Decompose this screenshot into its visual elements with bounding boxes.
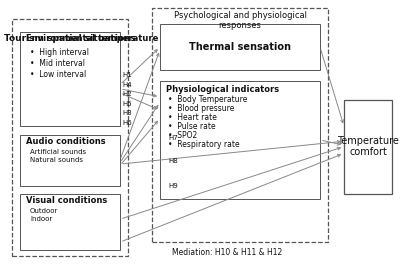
Text: Indoor: Indoor — [30, 216, 52, 222]
Text: •  Body Temperature: • Body Temperature — [168, 95, 247, 104]
Text: Audio conditions: Audio conditions — [26, 137, 106, 146]
Text: Thermal sensation: Thermal sensation — [189, 42, 291, 52]
Text: Tourism spatial situations: Tourism spatial situations — [4, 34, 136, 43]
Text: H8: H8 — [168, 158, 178, 164]
Text: H5: H5 — [122, 101, 132, 107]
Text: •  Pulse rate: • Pulse rate — [168, 122, 216, 131]
Text: H2: H2 — [122, 91, 132, 97]
Text: Environmental temperature: Environmental temperature — [26, 34, 158, 43]
Text: Physiological indicators: Physiological indicators — [166, 85, 279, 94]
Text: •  Respiratory rate: • Respiratory rate — [168, 140, 240, 149]
FancyBboxPatch shape — [160, 24, 320, 70]
FancyBboxPatch shape — [160, 81, 320, 199]
FancyBboxPatch shape — [12, 19, 128, 256]
FancyBboxPatch shape — [20, 32, 120, 126]
Text: H9: H9 — [168, 183, 178, 189]
Text: H6: H6 — [122, 120, 132, 126]
Text: •  Mid interval: • Mid interval — [30, 59, 85, 68]
Text: Psychological and physiological
responses: Psychological and physiological response… — [174, 11, 306, 30]
FancyBboxPatch shape — [152, 8, 328, 242]
Text: •  Blood pressure: • Blood pressure — [168, 104, 234, 113]
FancyBboxPatch shape — [20, 194, 120, 250]
Text: Artificial sounds: Artificial sounds — [30, 149, 86, 155]
Text: H4: H4 — [122, 82, 132, 88]
Text: Visual conditions: Visual conditions — [26, 196, 107, 205]
Text: •  High interval: • High interval — [30, 48, 89, 57]
Text: •  Low interval: • Low interval — [30, 70, 86, 79]
Text: Mediation: H10 & H11 & H12: Mediation: H10 & H11 & H12 — [172, 248, 282, 257]
Text: •  Heart rate: • Heart rate — [168, 113, 217, 122]
Text: Natural sounds: Natural sounds — [30, 157, 83, 163]
Text: H7: H7 — [168, 135, 178, 141]
Text: H3: H3 — [122, 110, 132, 116]
Text: Temperature
comfort: Temperature comfort — [337, 136, 399, 157]
Text: Outdoor: Outdoor — [30, 208, 58, 214]
FancyBboxPatch shape — [20, 134, 120, 186]
Text: •  SPO2: • SPO2 — [168, 131, 197, 140]
Text: H1: H1 — [122, 72, 132, 78]
FancyBboxPatch shape — [344, 100, 392, 194]
